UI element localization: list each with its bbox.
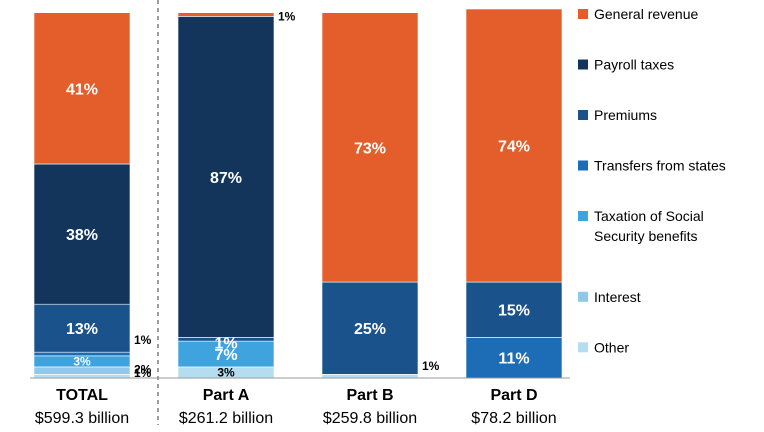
- legend-swatch-transfers-from-states: [578, 160, 588, 171]
- bar-segment-total-payroll-taxes: [33, 163, 131, 305]
- bar-segment-part-a-taxation-of-social-security-benefits: [177, 340, 275, 368]
- data-label-part-a-other: 3%: [217, 365, 235, 379]
- data-label-part-a-taxation-of-social-security-benefits: 7%: [214, 347, 237, 364]
- bar-segment-total-other: [33, 374, 131, 379]
- legend-label-taxation-of-social-security-benefits: Taxation of Social Security benefits: [594, 208, 704, 244]
- legend-label-other: Other: [594, 339, 629, 355]
- category-label-total: TOTAL: [56, 387, 108, 404]
- category-label-part-a: Part A: [203, 387, 250, 404]
- category-label-part-d: Part D: [490, 387, 537, 404]
- bar-segment-part-a-general-revenue: [177, 12, 275, 17]
- data-label-part-b-other: 1%: [422, 359, 440, 373]
- data-label-total-transfers-from-states: 1%: [134, 333, 152, 347]
- legend-label-interest: Interest: [594, 289, 641, 305]
- data-label-part-b-premiums: 25%: [354, 321, 386, 338]
- legend-swatch-general-revenue: [578, 9, 588, 19]
- legend-label-payroll-taxes: Payroll taxes: [594, 57, 674, 73]
- data-label-total-general-revenue: 41%: [66, 81, 98, 98]
- data-label-total-other: 1%: [134, 366, 152, 380]
- data-label-part-a-payroll-taxes: 87%: [210, 170, 242, 187]
- bar-segment-part-b-general-revenue: [321, 12, 419, 283]
- bars-layer: [33, 8, 563, 379]
- data-label-total-payroll-taxes: 38%: [66, 227, 98, 244]
- data-label-total-taxation-of-social-security-benefits: 3%: [73, 354, 91, 368]
- bar-segment-total-general-revenue: [33, 12, 131, 165]
- data-label-part-d-transfers-from-states: 11%: [498, 351, 529, 368]
- legend-label-premiums: Premiums: [594, 107, 657, 123]
- data-label-part-b-general-revenue: 73%: [354, 140, 386, 157]
- bar-segment-part-a-payroll-taxes: [177, 16, 275, 338]
- bar-segment-total-premiums: [33, 303, 131, 353]
- bar-segment-part-b-other: [321, 374, 419, 379]
- legend-swatch-other: [578, 342, 588, 353]
- legend-swatch-premiums: [578, 110, 588, 120]
- legend-swatch-taxation-of-social-security-benefits: [578, 211, 588, 221]
- legend: General revenue Payroll taxes Premiums Tran…: [578, 6, 726, 355]
- segment-labels-layer: 1%2%3%1%13%38%41%3%7%1%87%1%1%25%73%11%1…: [66, 10, 530, 381]
- data-label-part-d-premiums: 15%: [498, 303, 530, 320]
- category-total-part-b: $259.8 billion: [323, 410, 417, 427]
- legend-swatch-interest: [578, 291, 588, 302]
- data-label-total-interest: 2%: [134, 363, 152, 377]
- category-total-part-d: $78.2 billion: [471, 410, 556, 427]
- bar-segment-part-d-general-revenue: [465, 8, 563, 283]
- category-labels-layer: TOTAL $599.3 billion Part A $261.2 billion P…: [35, 387, 557, 427]
- bar-segment-part-b-premiums: [321, 281, 419, 375]
- category-label-part-b: Part B: [346, 387, 393, 404]
- bar-segment-part-d-transfers-from-states: [465, 337, 563, 379]
- category-total-total: $599.3 billion: [35, 410, 129, 427]
- legend-swatch-payroll-taxes: [578, 59, 588, 70]
- data-label-total-premiums: 13%: [66, 321, 98, 338]
- data-label-part-d-general-revenue: 74%: [498, 139, 530, 156]
- legend-label-general-revenue: General revenue: [594, 6, 699, 22]
- legend-label-transfers-from-states: Transfers from states: [594, 158, 726, 174]
- data-label-part-a-premiums: 1%: [214, 335, 237, 352]
- data-label-part-a-general-revenue: 1%: [278, 10, 296, 24]
- category-total-part-a: $261.2 billion: [179, 410, 273, 427]
